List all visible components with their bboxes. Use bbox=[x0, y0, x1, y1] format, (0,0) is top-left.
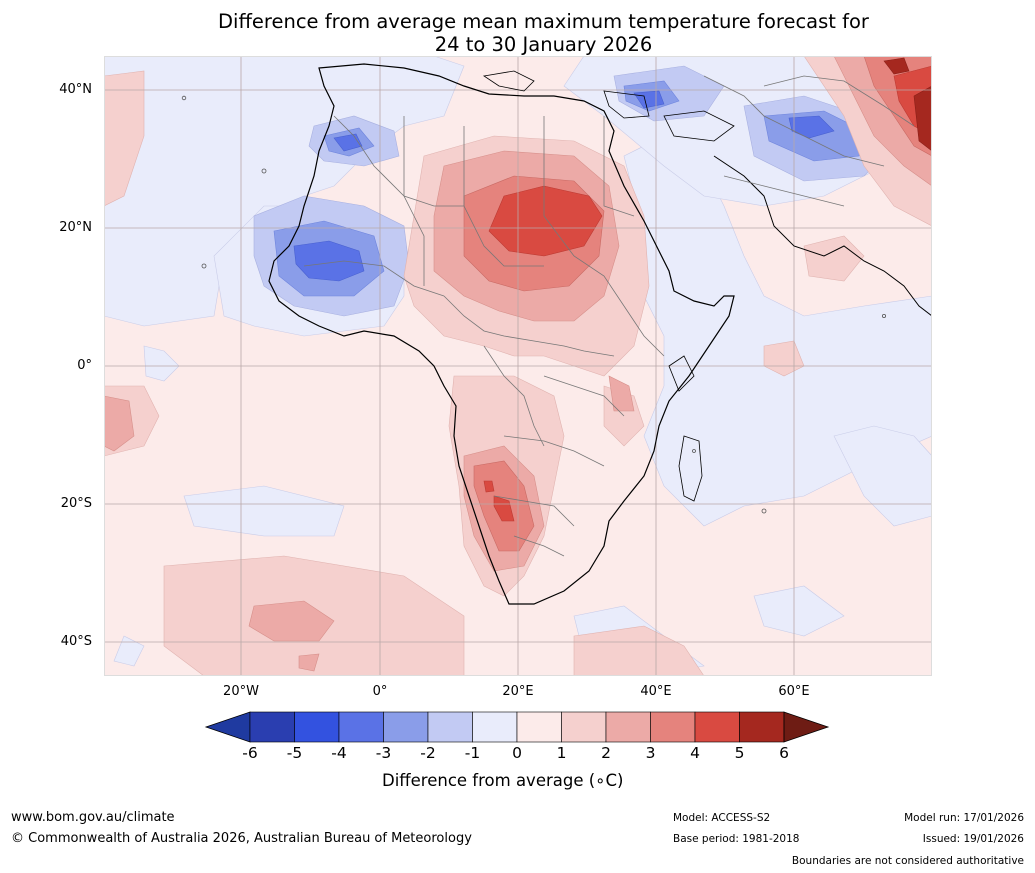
colorbar-tick-label: -3 bbox=[375, 744, 392, 762]
country-borders bbox=[303, 75, 915, 557]
graticule bbox=[104, 56, 932, 676]
temperature-anomaly-map bbox=[104, 56, 932, 676]
warm-anomaly-level-5 bbox=[883, 57, 932, 152]
colorbar-cell bbox=[694, 711, 740, 743]
map-title-line-1: Difference from average mean maximum tem… bbox=[218, 10, 869, 33]
lon-label-40e: 40°E bbox=[640, 684, 672, 699]
colorbar-tick-label: -2 bbox=[420, 744, 436, 762]
colorbar-tick-label: -6 bbox=[242, 744, 258, 762]
colorbar-cell bbox=[561, 711, 607, 743]
colorbar-tick-label: 3 bbox=[645, 744, 656, 762]
lon-label-20w: 20°W bbox=[223, 684, 259, 699]
warm-anomaly-level-4 bbox=[483, 65, 932, 522]
footer-copyright: © Commonwealth of Australia 2026, Austra… bbox=[11, 831, 472, 846]
colorbar-cell bbox=[249, 711, 295, 743]
lon-label-20e: 20°E bbox=[502, 684, 534, 699]
colorbar-tick-label: -1 bbox=[464, 744, 481, 762]
colorbar-arrow-low bbox=[204, 711, 251, 743]
footer-issued: Issued: 19/01/2026 bbox=[922, 833, 1024, 845]
map-canvas bbox=[104, 56, 932, 676]
coastlines bbox=[268, 63, 932, 605]
colorbar-cell bbox=[650, 711, 696, 743]
cool-anomaly-level-4 bbox=[293, 90, 835, 282]
lat-label-20n: 20°N bbox=[59, 220, 92, 235]
colorbar-cell bbox=[427, 711, 473, 743]
map-title-line-2: 24 to 30 January 2026 bbox=[434, 33, 653, 56]
lat-label-20s: 20°S bbox=[60, 496, 92, 511]
lat-label-equator: 0° bbox=[77, 358, 92, 373]
islands bbox=[181, 95, 887, 514]
map-frame bbox=[104, 56, 932, 676]
footer-model: Model: ACCESS-S2 bbox=[673, 812, 771, 824]
colorbar-tick-label: 1 bbox=[556, 744, 567, 762]
colorbar-cell bbox=[605, 711, 651, 743]
lat-label-40s: 40°S bbox=[60, 634, 92, 649]
colorbar-tick-label: 2 bbox=[601, 744, 611, 762]
lon-label-0: 0° bbox=[372, 684, 388, 699]
colorbar-tick-label: 5 bbox=[734, 744, 745, 762]
colorbar-tick-label: 6 bbox=[779, 744, 789, 762]
colorbar-tick-label: -5 bbox=[286, 744, 303, 762]
colorbar-cell bbox=[516, 711, 562, 743]
colorbar-cell bbox=[294, 711, 340, 743]
colorbar-arrow-high bbox=[783, 711, 830, 743]
colorbar-tick-label: -4 bbox=[331, 744, 347, 762]
footer-model-run: Model run: 17/01/2026 bbox=[904, 812, 1024, 824]
footer-website-link[interactable]: www.bom.gov.au/climate bbox=[11, 810, 175, 825]
colorbar-label: Difference from average (∘C) bbox=[382, 771, 624, 790]
colorbar-cell bbox=[739, 711, 785, 743]
colorbar-cell bbox=[383, 711, 429, 743]
lon-label-60e: 60°E bbox=[778, 684, 810, 699]
colorbar-tick-label: 0 bbox=[512, 744, 522, 762]
colorbar-tick-label: 4 bbox=[690, 744, 700, 762]
footer-base-period: Base period: 1981-2018 bbox=[673, 833, 800, 845]
footer-disclaimer: Boundaries are not considered authoritat… bbox=[791, 855, 1024, 867]
colorbar bbox=[204, 711, 830, 743]
colorbar-cell bbox=[338, 711, 384, 743]
colorbar-cell bbox=[472, 711, 518, 743]
lat-label-40n: 40°N bbox=[59, 82, 92, 97]
colorbar-cells bbox=[204, 711, 830, 743]
